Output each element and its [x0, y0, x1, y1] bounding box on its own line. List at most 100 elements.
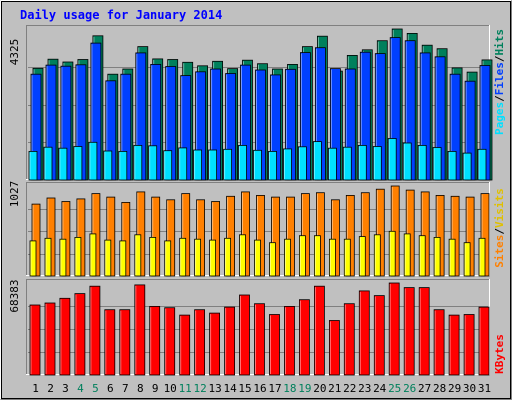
visits-bar-day-29 [448, 238, 456, 277]
pages-bar-day-22 [342, 146, 352, 181]
day-label-8: 8 [137, 382, 144, 395]
legend-hits: Hits [493, 29, 506, 56]
legend-files: Files [493, 62, 506, 95]
pages-bar-day-20 [312, 141, 322, 181]
kbytes-bar-day-10 [164, 307, 176, 376]
visits-bar-day-26 [403, 233, 411, 277]
visits-bar-day-1 [29, 240, 37, 277]
day-label-20: 20 [313, 382, 326, 395]
pages-files-hits-panel [26, 25, 493, 181]
kbytes-bar-day-1 [29, 304, 41, 376]
visits-bar-day-2 [44, 237, 52, 277]
visits-bar-day-9 [149, 236, 157, 277]
visits-bar-day-17 [269, 242, 276, 277]
kbytes-bar-day-30 [463, 314, 475, 376]
pages-bar-day-8 [133, 144, 143, 181]
day-label-16: 16 [253, 382, 266, 395]
kbytes-bar-day-8 [134, 284, 146, 376]
pages-bar-day-21 [327, 147, 337, 181]
visits-bar-day-25 [388, 230, 396, 277]
kbytes-bar-day-20 [313, 285, 325, 376]
visits-bar-day-3 [59, 238, 67, 277]
visits-bar-day-10 [164, 240, 172, 277]
pages-bar-day-4 [73, 146, 83, 181]
visits-bar-day-4 [74, 236, 82, 277]
pages-bar-day-25 [387, 138, 397, 181]
visits-bar-day-31 [478, 237, 486, 277]
day-label-1: 1 [32, 382, 39, 395]
day-label-3: 3 [62, 382, 69, 395]
pages-bar-day-18 [283, 148, 292, 181]
day-label-27: 27 [418, 382, 431, 395]
legend-visits: Visits [493, 188, 506, 228]
visits-bar-day-22 [343, 238, 351, 277]
pages-bar-day-28 [432, 147, 442, 181]
day-label-6: 6 [107, 382, 114, 395]
pages-bar-day-17 [268, 150, 277, 181]
visits-bar-day-6 [104, 239, 112, 277]
day-label-12: 12 [193, 382, 206, 395]
kbytes-bar-day-11 [179, 314, 191, 376]
visits-bar-day-19 [298, 235, 306, 277]
pages-bar-day-19 [297, 146, 307, 181]
pages-bar-day-31 [477, 148, 487, 181]
visits-bar-day-8 [134, 234, 142, 277]
day-label-26: 26 [403, 382, 416, 395]
kbytes-bar-day-18 [284, 305, 295, 376]
pages-bar-day-5 [88, 141, 98, 181]
day-label-13: 13 [208, 382, 221, 395]
pages-bar-day-6 [103, 150, 113, 181]
visits-bar-day-28 [433, 236, 441, 277]
kbytes-bar-day-5 [89, 285, 101, 376]
kbytes-bar-day-19 [298, 299, 310, 376]
pages-bar-day-11 [178, 147, 188, 181]
day-label-23: 23 [358, 382, 371, 395]
pages-bar-day-12 [193, 149, 203, 181]
kbytes-bar-day-3 [59, 297, 71, 376]
day-label-4: 4 [77, 382, 84, 395]
visits-bar-day-18 [284, 238, 291, 277]
pages-bar-day-16 [253, 149, 262, 181]
kbytes-bar-day-17 [269, 314, 280, 376]
kbytes-bar-day-24 [373, 295, 385, 376]
day-label-31: 31 [478, 382, 491, 395]
kbytes-bar-day-29 [448, 314, 460, 376]
day-label-2: 2 [47, 382, 54, 395]
day-label-24: 24 [373, 382, 387, 395]
visits-bar-day-21 [328, 238, 336, 277]
day-label-11: 11 [179, 382, 192, 395]
kbytes-bar-day-13 [209, 312, 221, 376]
visits-bar-day-24 [373, 234, 381, 277]
kbytes-panel [26, 279, 490, 376]
pages-bar-day-7 [118, 150, 128, 181]
visits-bar-day-12 [194, 238, 202, 277]
day-label-30: 30 [463, 382, 476, 395]
day-axis-labels: 1 2 3 4 5 6 7 8 9 10 11 12 13 14 15 16 17 18 19 20 21 22 23 24 2… [32, 382, 491, 395]
visits-bar-day-27 [418, 235, 426, 277]
kbytes-bar-day-4 [74, 293, 86, 376]
pages-bar-day-9 [148, 145, 158, 181]
legend-kbytes: KBytes [493, 334, 506, 374]
legend-sep-1: / [493, 95, 506, 102]
day-label-19: 19 [298, 382, 311, 395]
kbytes-bar-day-6 [104, 309, 116, 376]
kbytes-bar-day-14 [224, 306, 236, 376]
pages-bar-day-24 [372, 146, 382, 181]
pages-bar-day-14 [223, 148, 233, 181]
day-label-5: 5 [92, 382, 99, 395]
kbytes-bar-day-22 [343, 303, 355, 376]
visits-bar-day-23 [358, 236, 366, 277]
kbytes-bar-day-2 [44, 302, 56, 376]
day-label-9: 9 [152, 382, 159, 395]
kbytes-legend: KBytes [493, 334, 506, 374]
day-label-15: 15 [238, 382, 251, 395]
day-label-10: 10 [164, 382, 177, 395]
day-label-17: 17 [268, 382, 281, 395]
kbytes-bar-day-9 [149, 305, 161, 376]
pages-files-hits-legend: Pages/Files/Hits [493, 29, 506, 135]
pages-bar-day-27 [417, 144, 427, 181]
day-label-22: 22 [343, 382, 356, 395]
pages-bar-day-3 [58, 147, 68, 181]
visits-bar-day-5 [89, 233, 97, 277]
